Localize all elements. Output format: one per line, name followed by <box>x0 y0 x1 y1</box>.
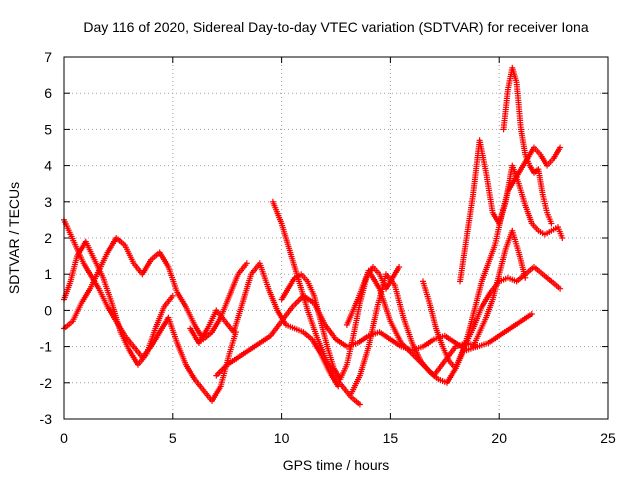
tick-labels: 0 5 10 15 20 25 -3 -2 -1 0 1 2 3 4 5 6 7 <box>40 49 616 446</box>
data-markers <box>61 64 566 408</box>
chart-title: Day 116 of 2020, Sidereal Day-to-day VTE… <box>83 19 588 35</box>
plot-frame <box>63 56 609 420</box>
data-point-markers <box>187 260 342 390</box>
series-sat-m <box>470 227 529 350</box>
x-axis-label: GPS time / hours <box>283 457 390 473</box>
data-point-markers <box>470 227 529 350</box>
y-tick-label: 0 <box>44 302 52 318</box>
y-tick-label: 7 <box>44 49 52 65</box>
data-point-markers <box>61 238 176 368</box>
series-sat-l <box>500 64 555 227</box>
x-tick-label: 0 <box>60 430 68 446</box>
y-tick-label: -1 <box>40 339 53 355</box>
series-sat-i <box>348 264 564 397</box>
x-tick-label: 25 <box>600 430 616 446</box>
grid-lines <box>64 57 608 419</box>
y-tick-label: 5 <box>44 121 52 137</box>
x-tick-label: 15 <box>383 430 399 446</box>
y-tick-label: -2 <box>40 375 53 391</box>
x-tick-label: 5 <box>169 430 177 446</box>
data-point-markers <box>500 64 555 227</box>
x-tick-label: 10 <box>274 430 290 446</box>
data-point-markers <box>348 264 564 397</box>
series-sat-k <box>457 137 566 285</box>
y-tick-label: 6 <box>44 85 52 101</box>
y-tick-label: -3 <box>40 411 53 427</box>
y-tick-label: 1 <box>44 266 52 282</box>
y-tick-label: 4 <box>44 158 52 174</box>
data-point-markers <box>457 137 566 285</box>
x-tick-label: 20 <box>491 430 507 446</box>
y-axis-label: SDTVAR / TECUs <box>6 182 22 294</box>
series-sat-c <box>61 238 176 368</box>
y-tick-label: 3 <box>44 194 52 210</box>
y-tick-label: 2 <box>44 230 52 246</box>
series-sat-e <box>187 260 342 390</box>
